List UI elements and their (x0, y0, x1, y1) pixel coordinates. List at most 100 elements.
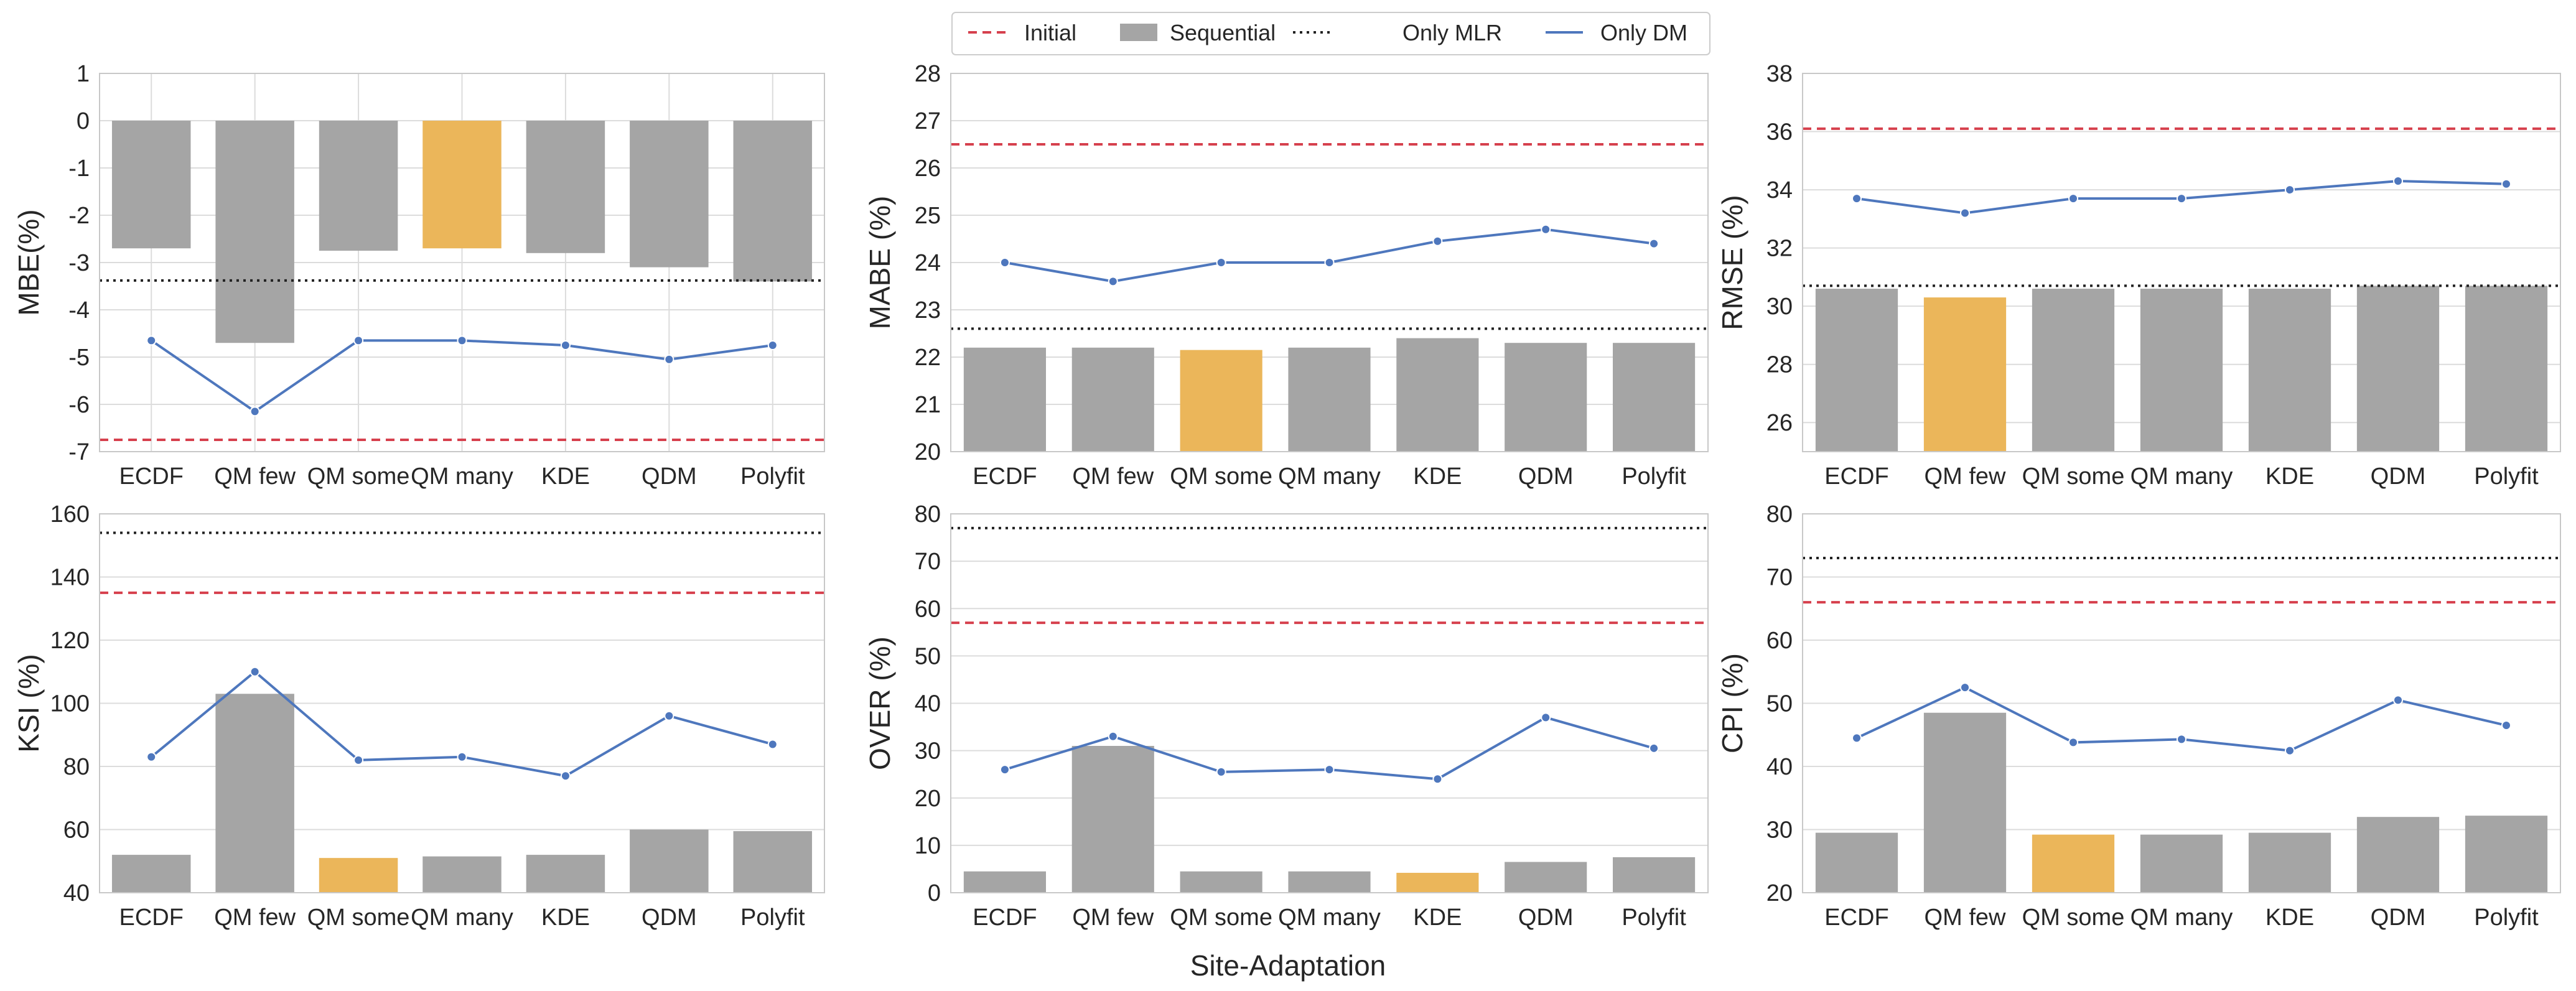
y-tick-label: 80 (1766, 501, 1793, 528)
y-axis-label: RMSE (%) (1716, 195, 1748, 330)
only-dm-point (2285, 745, 2295, 756)
legend: Initial Sequential Only MLR Only DM (951, 12, 1710, 55)
y-tick-label: -7 (68, 439, 90, 465)
y-tick-label: 20 (915, 439, 941, 465)
only-dm-line (1004, 228, 1654, 283)
only-dm-point (560, 771, 571, 781)
x-tick-label: QM many (411, 463, 513, 490)
only-dm-point (2068, 737, 2078, 748)
bar (1815, 289, 1898, 452)
only-dm-point (250, 406, 260, 417)
plot-frame (99, 73, 825, 452)
bar (1505, 862, 1587, 893)
plot-frame (1802, 513, 2561, 893)
x-tick-label: QM many (1278, 905, 1381, 931)
x-tick-label: QM many (1278, 463, 1381, 490)
y-tick-label: 27 (915, 108, 941, 134)
x-tick-label: Polyfit (740, 905, 805, 931)
only-dm-point (1216, 766, 1226, 777)
x-tick-label: KDE (1413, 905, 1462, 931)
legend-frame (951, 12, 1710, 55)
x-tick-label: ECDF (973, 463, 1037, 490)
y-tick-label: 30 (1766, 294, 1793, 320)
y-tick-label: 140 (50, 565, 90, 591)
y-tick-label: -2 (68, 203, 90, 229)
legend-initial-label: Initial (1024, 20, 1076, 45)
bar (1288, 347, 1371, 452)
bar (1613, 343, 1696, 452)
bar (733, 831, 813, 893)
x-tick-label: QM many (2130, 463, 2233, 490)
x-tick-label: KDE (2266, 463, 2314, 490)
x-tick-label: QDM (1518, 463, 1574, 490)
y-axis-label: OVER (%) (864, 636, 896, 770)
x-tick-label: QM few (214, 463, 296, 490)
x-tick-label: QDM (2371, 905, 2426, 931)
only-dm-point (2393, 176, 2403, 187)
x-tick-label: QDM (642, 463, 697, 490)
bar (1505, 343, 1587, 452)
x-tick-label: QDM (1518, 905, 1574, 931)
y-tick-label: 100 (50, 691, 90, 717)
bar (2465, 816, 2548, 893)
x-tick-label: QM many (2130, 905, 2233, 931)
legend-sequential-swatch (1120, 24, 1157, 41)
x-tick-label: QM some (307, 463, 410, 490)
y-tick-label: 28 (915, 61, 941, 87)
x-tick-label: QM few (1925, 905, 2006, 931)
bar (1815, 832, 1898, 893)
chart-panel-3: 38 36 34 32 30 28 26 ECDF QM few QM some QM many KD… (1716, 61, 2561, 490)
bar (2248, 832, 2331, 893)
only-dm-point (2068, 193, 2078, 204)
y-tick-label: 60 (1766, 628, 1793, 654)
x-tick-label: QM few (1925, 463, 2006, 490)
only-dm-point (353, 755, 364, 765)
y-tick-label: 50 (915, 643, 941, 669)
only-dm-point (664, 354, 674, 365)
only-dm-point (1960, 208, 1970, 218)
x-tick-label: QM some (1170, 463, 1272, 490)
bar (111, 121, 191, 249)
bar (111, 855, 191, 893)
bar (1613, 857, 1696, 893)
x-tick-label: QM some (2022, 905, 2125, 931)
x-tick-label: KDE (2266, 905, 2314, 931)
y-tick-label: 60 (63, 817, 90, 844)
y-tick-label: 26 (1766, 410, 1793, 436)
bar (1923, 712, 2007, 893)
legend-only-dm-label: Only DM (1600, 20, 1687, 45)
y-tick-label: 0 (928, 880, 941, 906)
bar (526, 855, 605, 893)
bar (1180, 871, 1262, 893)
bar (630, 829, 709, 893)
y-tick-label: 70 (915, 549, 941, 575)
only-dm-point (1432, 774, 1443, 784)
bar (215, 694, 294, 893)
y-tick-label: 120 (50, 628, 90, 654)
bar (963, 347, 1046, 452)
y-tick-label: -3 (68, 250, 90, 276)
only-dm-point (1541, 712, 1551, 723)
y-tick-label: -5 (68, 345, 90, 371)
y-tick-label: 28 (1766, 352, 1793, 378)
x-tick-label: Polyfit (740, 463, 805, 490)
only-dm-point (1852, 193, 1862, 204)
bar (2356, 286, 2440, 452)
bar-highlighted (422, 121, 502, 249)
chart-panel-6: 80 70 60 50 40 30 20 ECDF QM few QM some QM many KD… (1716, 501, 2561, 931)
only-dm-point (353, 335, 364, 346)
only-dm-point (2501, 720, 2511, 731)
only-dm-point (2177, 734, 2186, 745)
bar (963, 871, 1046, 893)
y-tick-label: 20 (1766, 880, 1793, 906)
y-tick-label: 10 (915, 833, 941, 859)
only-dm-point (1324, 258, 1335, 268)
y-tick-label: 25 (915, 203, 941, 229)
only-dm-point (1960, 682, 1970, 693)
bar (2248, 289, 2331, 452)
y-tick-label: -1 (68, 156, 90, 182)
only-dm-point (146, 751, 157, 762)
x-tick-label: Polyfit (1622, 463, 1686, 490)
x-tick-label: Polyfit (2474, 463, 2539, 490)
